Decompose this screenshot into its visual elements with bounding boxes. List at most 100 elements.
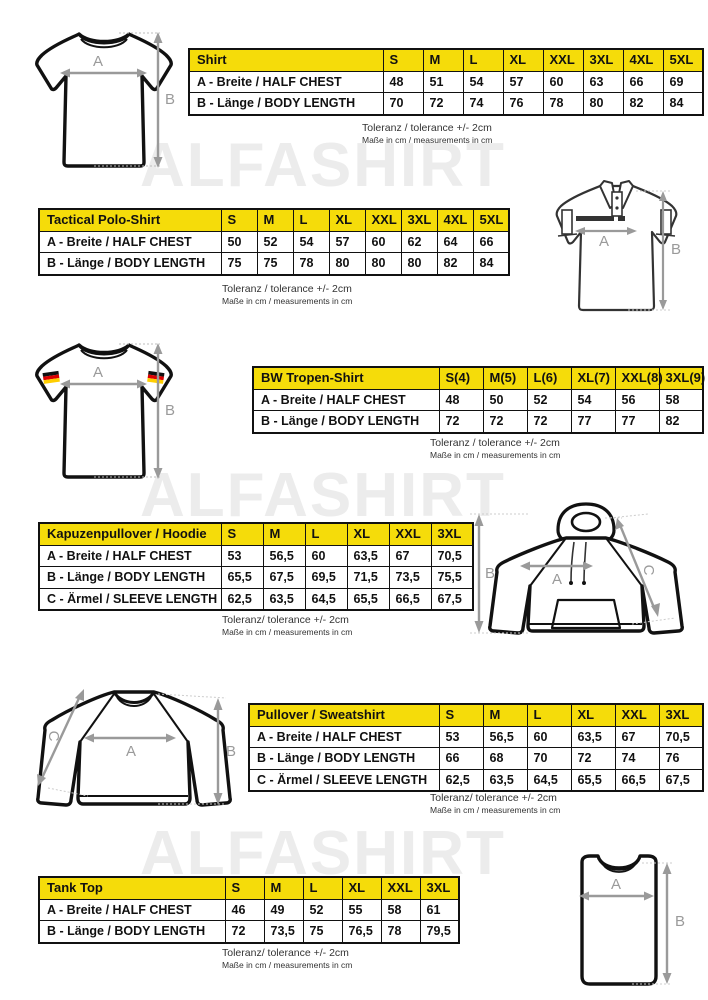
dim-label-a: A [552, 571, 562, 588]
table-row: A - Breite / HALF CHEST 53 56,5 60 63,5 … [248, 725, 704, 749]
dim-label-b: B [165, 91, 175, 108]
table-title: BW Tropen-Shirt [252, 366, 440, 390]
german-flag-icon [42, 370, 60, 384]
measure-label: A - Breite / HALF CHEST [248, 725, 440, 749]
size-header: L [292, 208, 330, 232]
measure-value: 63 [582, 70, 624, 94]
measure-value: 53 [438, 725, 484, 749]
size-header: 3XL [430, 522, 474, 546]
measure-value: 53 [220, 544, 264, 568]
german-flag-icon [147, 370, 165, 384]
tolerance-line1: Toleranz/ tolerance +/- 2cm [222, 614, 349, 626]
measure-value: 67,5 [262, 566, 306, 589]
size-header: M [482, 703, 528, 727]
size-header: 3XL [400, 208, 438, 232]
dim-label-c: C [45, 731, 62, 742]
size-header: 3XL [419, 876, 460, 900]
measure-label: C - Ärmel / SLEEVE LENGTH [38, 587, 222, 611]
table-row: B - Länge / BODY LENGTH 72 72 72 77 77 8… [252, 410, 704, 434]
dim-label-a: A [93, 364, 103, 381]
measure-value: 78 [542, 92, 584, 116]
measure-value: 74 [462, 92, 504, 116]
size-header: 3XL [582, 48, 624, 72]
measure-value: 69,5 [304, 566, 348, 589]
size-header: S(4) [438, 366, 484, 390]
measure-value: 65,5 [346, 587, 390, 611]
table-title: Kapuzenpullover / Hoodie [38, 522, 222, 546]
watermark-alfashirt: ALFASHIRT [140, 461, 506, 530]
measure-value: 60 [542, 70, 584, 94]
measure-value: 78 [292, 252, 330, 276]
dim-label-b: B [671, 241, 681, 258]
size-header: L [302, 876, 343, 900]
table-row: A - Breite / HALF CHEST 48 51 54 57 60 6… [188, 70, 704, 94]
tolerance-line2: Maße in cm / measurements in cm [222, 960, 353, 970]
measure-value: 80 [582, 92, 624, 116]
size-header: XXL [388, 522, 432, 546]
size-header: L [304, 522, 348, 546]
measure-value: 70 [382, 92, 424, 116]
size-header: S [438, 703, 484, 727]
size-header: 3XL [658, 703, 704, 727]
tolerance-note: Toleranz/ tolerance +/- 2cm Maße in cm /… [222, 614, 352, 637]
measure-value: 62,5 [438, 768, 484, 792]
size-header: S [220, 522, 264, 546]
table-title: Tactical Polo-Shirt [38, 208, 222, 232]
measure-label: B - Länge / BODY LENGTH [38, 252, 222, 276]
dim-label-b: B [675, 913, 685, 930]
measure-value: 63,5 [482, 768, 528, 792]
measure-value: 84 [662, 92, 704, 116]
measure-value: 70,5 [430, 544, 474, 568]
measure-value: 67 [614, 725, 660, 749]
measure-value: 64,5 [526, 768, 572, 792]
hoodie-illustration: A C B [470, 500, 702, 640]
measure-value: 75,5 [430, 566, 474, 589]
dim-label-a: A [93, 53, 103, 70]
watermark-alfashirt: ALFASHIRT [140, 131, 506, 200]
size-header: XXL [542, 48, 584, 72]
measure-value: 51 [422, 70, 464, 94]
size-header: XL [341, 876, 382, 900]
measure-value: 62,5 [220, 587, 264, 611]
table-row: B - Länge / BODY LENGTH 70 72 74 76 78 8… [188, 92, 704, 116]
tank-top-illustration: A B [552, 850, 702, 995]
size-header: XXL [380, 876, 421, 900]
measure-value: 48 [382, 70, 424, 94]
table-title: Shirt [188, 48, 384, 72]
measure-value: 58 [380, 898, 421, 922]
measure-value: 74 [614, 747, 660, 770]
table-row: A - Breite / HALF CHEST 46 49 52 55 58 6… [38, 898, 460, 922]
table-header-row: Shirt S M L XL XXL 3XL 4XL 5XL [188, 48, 704, 72]
tolerance-line2: Maße in cm / measurements in cm [430, 805, 561, 815]
tolerance-line2: Maße in cm / measurements in cm [362, 135, 493, 145]
measure-value: 56,5 [482, 725, 528, 749]
dim-label-b: B [165, 402, 175, 419]
measure-label: A - Breite / HALF CHEST [38, 544, 222, 568]
measure-value: 67,5 [430, 587, 474, 611]
measure-value: 65,5 [570, 768, 616, 792]
measure-value: 75 [256, 252, 294, 276]
table-header-row: BW Tropen-Shirt S(4) M(5) L(6) XL(7) XXL… [252, 366, 705, 390]
measure-value: 56 [614, 388, 660, 412]
size-header: XXL(8) [614, 366, 663, 390]
dim-label-b: B [485, 565, 495, 582]
measure-value: 75 [220, 252, 258, 276]
measure-value: 61 [419, 898, 460, 922]
measure-value: 52 [302, 898, 343, 922]
table-row: B - Länge / BODY LENGTH 75 75 78 80 80 8… [38, 252, 510, 276]
measure-value: 52 [526, 388, 572, 412]
measure-value: 72 [482, 410, 528, 434]
size-header: XL(7) [570, 366, 616, 390]
size-header: 3XL(9) [658, 366, 705, 390]
measure-value: 60 [364, 230, 402, 254]
tolerance-note: Toleranz/ tolerance +/- 2cm Maße in cm /… [430, 792, 560, 815]
table-row: B - Länge / BODY LENGTH 66 68 70 72 74 7… [248, 747, 704, 770]
measure-value: 77 [614, 410, 660, 434]
table-header-row: Tank Top S M L XL XXL 3XL [38, 876, 460, 900]
measure-value: 62 [400, 230, 438, 254]
size-header: S [382, 48, 424, 72]
size-header: 4XL [436, 208, 474, 232]
table-row: B - Länge / BODY LENGTH 72 73,5 75 76,5 … [38, 920, 460, 944]
measure-value: 66 [622, 70, 664, 94]
measure-value: 77 [570, 410, 616, 434]
